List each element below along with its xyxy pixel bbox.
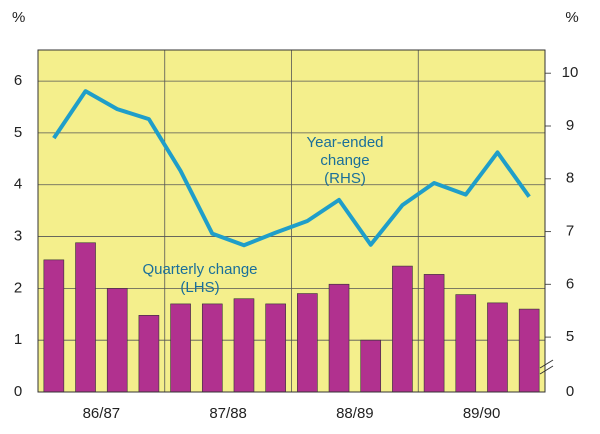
bar — [265, 303, 286, 393]
y2-tick-label: 5 — [566, 328, 574, 345]
bar — [518, 308, 540, 393]
bar — [138, 315, 160, 393]
bar — [43, 259, 65, 393]
y-tick-label: 6 — [14, 72, 22, 89]
bar — [201, 303, 223, 393]
y-tick-label: 2 — [14, 279, 22, 296]
x-group-label: 86/87 — [83, 405, 121, 422]
bar — [423, 274, 445, 393]
y2-tick-label: 10 — [562, 64, 579, 81]
bar — [106, 288, 128, 393]
bar — [455, 294, 477, 393]
bar — [297, 293, 318, 393]
x-group-label: 89/90 — [463, 405, 501, 422]
bar — [360, 339, 382, 393]
bar — [487, 302, 508, 393]
y2-unit: % — [565, 9, 578, 26]
line — [52, 89, 531, 248]
annotation: Quarterly change — [142, 261, 257, 278]
axis-break — [539, 359, 554, 369]
y-tick-label: 3 — [14, 228, 22, 245]
annotation: (RHS) — [324, 170, 366, 187]
bar — [233, 298, 255, 393]
y-unit: % — [12, 9, 25, 26]
y2-break-label: 0 — [566, 383, 574, 400]
plot-border — [37, 49, 546, 393]
y-tick-label: 1 — [14, 331, 22, 348]
axis-break — [539, 365, 554, 375]
y2-tick-label: 8 — [566, 170, 574, 187]
y2-tick-label: 6 — [566, 275, 574, 292]
annotation: change — [320, 152, 369, 169]
annotation: Year-ended — [306, 134, 383, 151]
x-group-label: 87/88 — [209, 405, 247, 422]
bar — [392, 265, 413, 393]
annotation: (LHS) — [180, 279, 219, 296]
bar — [170, 303, 191, 393]
y2-tick-label: 9 — [566, 117, 574, 134]
bar — [328, 283, 350, 393]
x-group-label: 88/89 — [336, 405, 374, 422]
bar — [75, 242, 96, 393]
y2-tick-label: 7 — [566, 223, 574, 240]
y-tick-label: 4 — [14, 176, 22, 193]
y-tick-label: 0 — [14, 383, 22, 400]
y-tick-label: 5 — [14, 124, 22, 141]
